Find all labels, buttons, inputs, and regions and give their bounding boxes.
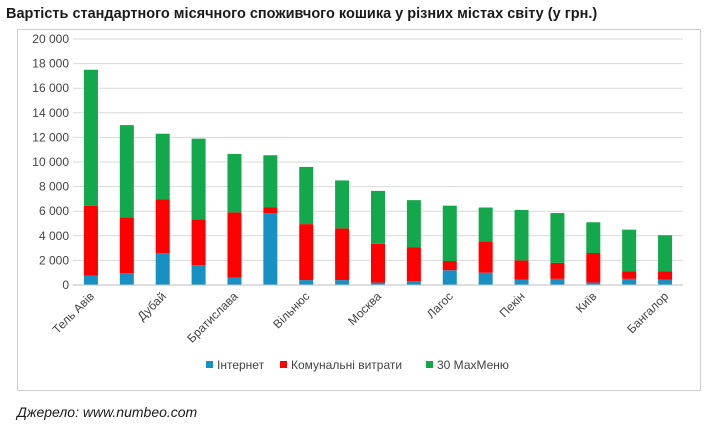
- bar-segment: [442, 270, 457, 285]
- bar-segment: [119, 217, 134, 274]
- chart-frame: 0 2 000 4 000 6 000 8 000 10 000 12 000 14 000 1…: [17, 29, 701, 391]
- bar-segment: [119, 273, 134, 285]
- bar-segment: [335, 280, 350, 285]
- bar-segment: [442, 205, 457, 262]
- bar-segment: [227, 212, 242, 278]
- y-axis-ticks: 0 2 000 4 000 6 000 8 000 10 000 12 000 14 000 1…: [32, 32, 69, 292]
- y-tick-label: 14 000: [32, 106, 69, 120]
- gridlines: [73, 38, 683, 261]
- bar-segment: [299, 224, 314, 281]
- bar-segment: [371, 282, 385, 285]
- y-tick-label: 4 000: [39, 229, 69, 243]
- bar-segment: [478, 272, 493, 285]
- bar-segment: [478, 241, 493, 273]
- legend: Інтернет Комунальні витрати 30 МахМеню: [206, 358, 509, 372]
- stacked-bar-chart: 0 2 000 4 000 6 000 8 000 10 000 12 000 14 000 1…: [32, 32, 683, 372]
- x-tick-label: Вільнюс: [270, 289, 312, 331]
- bar-segment: [622, 229, 637, 272]
- x-tick-label: Пекін: [497, 289, 528, 320]
- y-tick-label: 6 000: [39, 204, 69, 218]
- x-tick-label: Дубай: [135, 289, 169, 323]
- bar-segment: [658, 279, 673, 285]
- bar-segment: [263, 207, 278, 214]
- bar-segment: [478, 207, 493, 242]
- y-tick-label: 12 000: [32, 130, 69, 144]
- bar-segment: [658, 235, 673, 272]
- y-tick-label: 16 000: [32, 81, 69, 95]
- y-tick-label: 18 000: [32, 57, 69, 71]
- bar-segment: [191, 265, 206, 285]
- x-tick-label: Бангалор: [624, 289, 671, 336]
- bar-segment: [371, 243, 385, 283]
- y-tick-label: 8 000: [39, 180, 69, 194]
- x-tick-label: Лагос: [424, 289, 456, 321]
- bar-segment: [227, 154, 242, 213]
- bar-segment: [191, 138, 206, 220]
- bar-segment: [586, 282, 601, 285]
- x-tick-label: Київ: [573, 289, 599, 315]
- bar-segment: [622, 271, 637, 279]
- legend-label: 30 МахМеню: [437, 358, 509, 372]
- chart-title: Вартість стандартного місячного споживчо…: [6, 6, 598, 22]
- bar-segment: [550, 213, 565, 263]
- bar-segment: [586, 222, 601, 254]
- bars: [83, 69, 673, 285]
- bar-segment: [227, 277, 242, 285]
- bar-segment: [335, 180, 350, 229]
- bar-segment: [83, 69, 98, 206]
- bar-segment: [263, 155, 278, 208]
- legend-label: Інтернет: [217, 358, 265, 372]
- bar-segment: [586, 253, 601, 283]
- y-tick-label: 0: [62, 278, 69, 292]
- bar-segment: [119, 125, 134, 218]
- bar-segment: [622, 278, 637, 285]
- bar-segment: [406, 281, 421, 285]
- legend-label: Комунальні витрати: [291, 358, 402, 372]
- bar-segment: [299, 280, 314, 285]
- bar-segment: [406, 200, 421, 248]
- bar-segment: [155, 253, 170, 285]
- bar-segment: [155, 133, 170, 200]
- legend-swatch: [426, 361, 433, 368]
- bar-segment: [335, 228, 350, 281]
- y-tick-label: 20 000: [32, 32, 69, 46]
- bar-segment: [514, 209, 529, 261]
- x-tick-label: Братислава: [184, 289, 241, 346]
- source-note: Джерело: www.numbeo.com: [17, 404, 198, 420]
- bar-segment: [263, 213, 278, 285]
- y-tick-label: 2 000: [39, 253, 69, 267]
- bar-segment: [550, 262, 565, 279]
- x-axis-ticks: Тель Авів Дубай Братислава Вільнюс Москва Лаг…: [50, 289, 672, 346]
- bar-segment: [442, 261, 457, 271]
- bar-segment: [83, 275, 98, 285]
- bar-segment: [658, 271, 673, 280]
- bar-segment: [299, 166, 314, 225]
- bar-segment: [514, 279, 529, 285]
- bar-segment: [514, 260, 529, 280]
- bar-segment: [406, 247, 421, 282]
- bar-segment: [155, 199, 170, 254]
- x-tick-label: Москва: [345, 289, 384, 328]
- bar-segment: [371, 190, 385, 244]
- bar-segment: [191, 219, 206, 266]
- x-tick-label: Тель Авів: [50, 289, 97, 336]
- legend-swatch: [206, 361, 213, 368]
- bar-segment: [550, 278, 565, 285]
- y-tick-label: 10 000: [32, 155, 69, 169]
- legend-swatch: [280, 361, 287, 368]
- bar-segment: [83, 205, 98, 276]
